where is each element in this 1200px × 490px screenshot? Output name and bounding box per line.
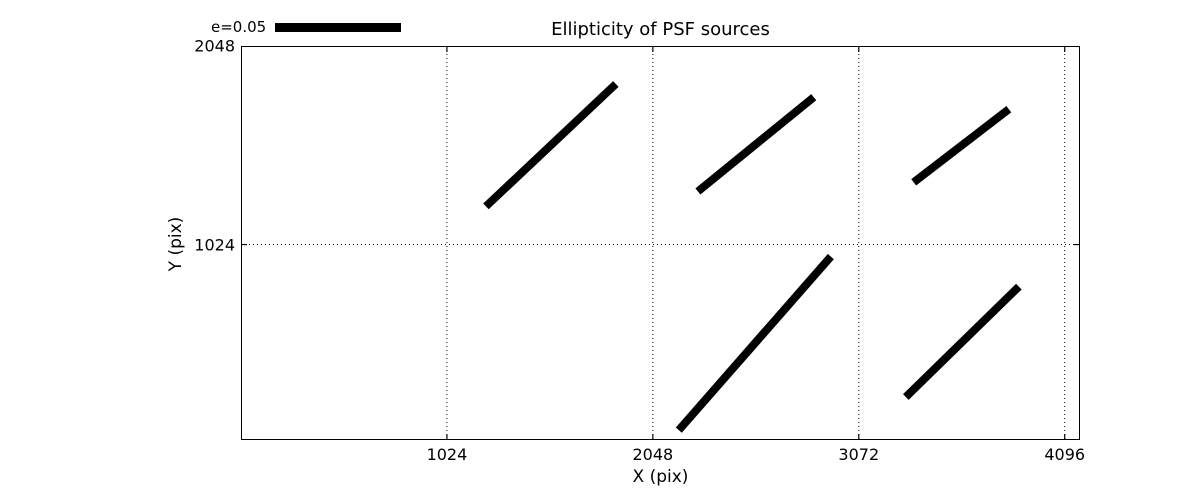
x-tick-label-1024: 1024	[426, 445, 468, 464]
x-tick-label-2048: 2048	[632, 445, 674, 464]
plot-area	[241, 46, 1080, 440]
legend-swatch	[275, 23, 402, 32]
y-axis-label: Y (pix)	[166, 216, 186, 272]
whisker-1	[483, 81, 619, 210]
plot-svg	[241, 46, 1080, 440]
whisker-5	[903, 283, 1022, 400]
legend-label: e=0.05	[211, 18, 267, 36]
whisker-4	[675, 253, 834, 433]
x-tick-label-4096: 4096	[1044, 445, 1086, 464]
y-tick-label-2048: 2048	[194, 36, 235, 56]
whisker-2	[695, 94, 817, 195]
x-axis-label: X (pix)	[632, 467, 689, 487]
x-tick-label-3072: 3072	[838, 445, 880, 464]
whisker-3	[911, 106, 1012, 186]
y-tick-label-1024: 1024	[194, 235, 235, 255]
chart-title: Ellipticity of PSF sources	[551, 19, 770, 40]
legend: e=0.05	[211, 18, 402, 37]
